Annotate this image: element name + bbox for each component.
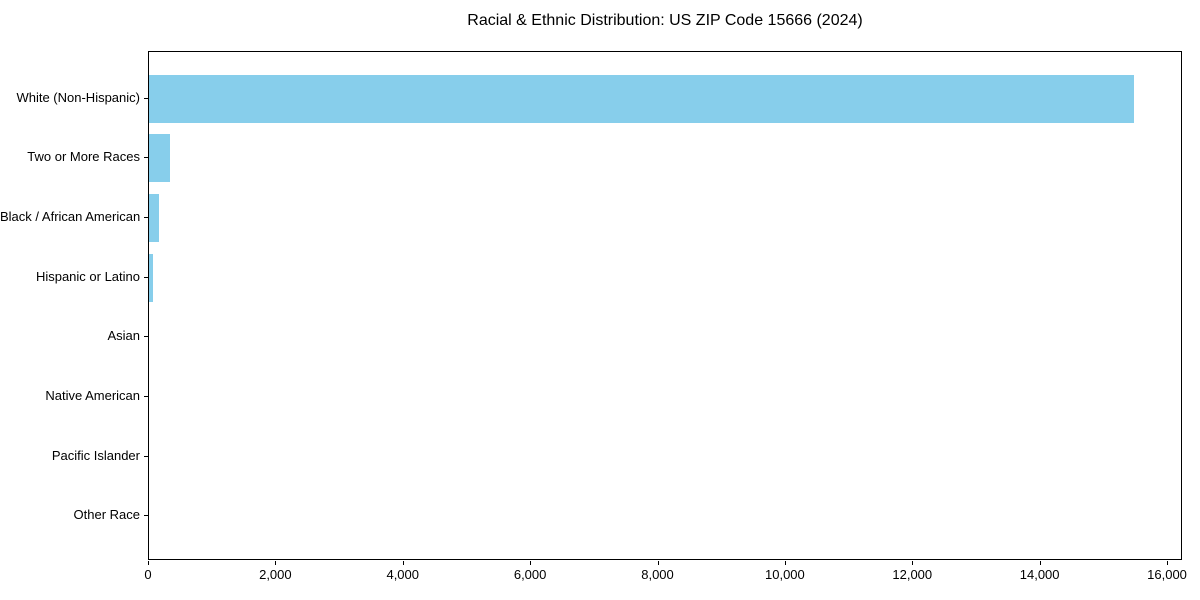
x-axis-tick-label: 16,000 (1147, 567, 1187, 582)
y-axis-tick-mark (144, 396, 148, 398)
bar (149, 134, 171, 183)
y-axis-category-label: Black / African American (0, 208, 141, 224)
y-axis-category-label: Pacific Islander (51, 447, 140, 463)
x-axis-tick-mark (1039, 561, 1041, 565)
y-axis-tick-mark (144, 216, 148, 218)
chart-title: Racial & Ethnic Distribution: US ZIP Cod… (467, 12, 863, 29)
y-axis-tick-mark (144, 276, 148, 278)
bar (149, 253, 154, 302)
y-axis-tick-mark (144, 157, 148, 159)
x-axis-tick-label: 8,000 (641, 567, 674, 582)
y-axis-tick-mark (144, 97, 148, 99)
x-axis-tick-mark (784, 561, 786, 565)
y-axis-tick-mark (144, 515, 148, 517)
y-axis-category-label: White (Non-Hispanic) (16, 89, 140, 105)
bar (149, 193, 159, 242)
y-axis-category-label: Other Race (73, 507, 140, 523)
y-axis-tick-mark (144, 336, 148, 338)
x-axis-tick-label: 12,000 (892, 567, 933, 582)
x-axis-tick-label: 14,000 (1019, 567, 1060, 582)
x-axis-tick-label: 2,000 (259, 567, 292, 582)
y-axis-category-label: Two or More Races (27, 149, 140, 165)
x-axis-tick-label: 4,000 (386, 567, 420, 582)
x-axis-tick-mark (657, 561, 659, 565)
x-axis-tick-mark (148, 561, 149, 565)
x-axis-tick-mark (912, 561, 914, 565)
y-axis-category-label: Native American (45, 388, 140, 404)
x-axis-tick-mark (275, 561, 277, 565)
y-axis-category-label: Asian (107, 328, 140, 344)
y-axis-category-label: Hispanic or Latino (35, 268, 140, 284)
x-axis-tick-mark (402, 561, 404, 565)
bar (149, 74, 1134, 123)
x-axis-tick-mark (530, 561, 532, 565)
plot-area (148, 51, 1182, 560)
x-axis-tick-mark (1167, 561, 1169, 565)
x-axis-tick-label: 0 (144, 567, 152, 582)
x-axis-tick-label: 6,000 (513, 567, 547, 582)
y-axis-tick-mark (144, 455, 148, 457)
x-axis-tick-label: 10,000 (765, 567, 805, 582)
